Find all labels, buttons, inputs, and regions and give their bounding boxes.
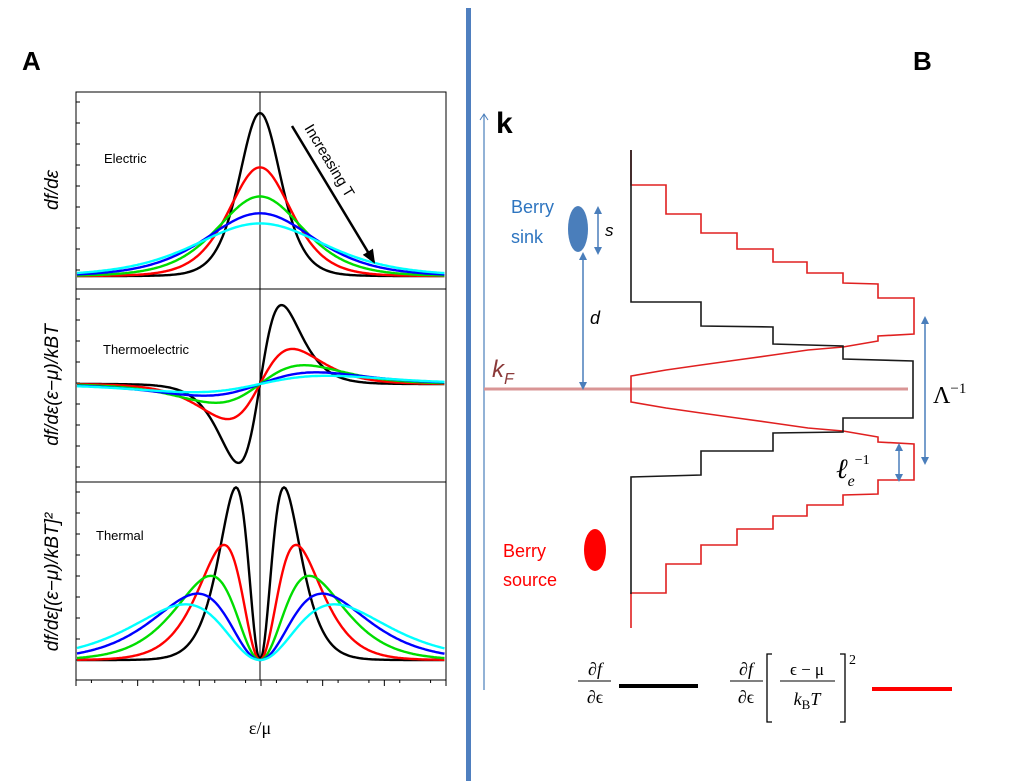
curves (76, 111, 445, 663)
legend-exp: 2 (849, 653, 856, 668)
curve-thermal (76, 574, 445, 662)
panel-divider (466, 8, 471, 781)
legend-electric: ∂f ∂ϵ (578, 659, 698, 707)
curve-electric (76, 212, 445, 276)
increasing-t-arrow (290, 125, 376, 264)
curve-electric (76, 222, 445, 275)
electric-histogram-black (630, 150, 914, 594)
berry-source-label-1: Berry (503, 541, 546, 561)
curve-electric (77, 111, 445, 278)
curve-electric (76, 195, 445, 277)
s-label: s (605, 221, 614, 240)
curve-thermoelectric (76, 374, 445, 394)
panel-b-label: B (913, 46, 932, 76)
le-label: ℓe−1 (836, 453, 870, 490)
fermi-label: kF (492, 356, 515, 388)
thermal-histogram-red (630, 150, 915, 628)
panel-a-plots (75, 91, 447, 686)
legend-thermal-den: ∂ϵ (738, 687, 754, 707)
panel-a-label: A (22, 46, 41, 76)
curve-thermal (76, 603, 445, 662)
panel-title-electric: Electric (104, 151, 147, 166)
berry-sink (568, 206, 588, 252)
right-bracket (840, 653, 846, 723)
lambda-label: Λ−1 (933, 381, 966, 409)
legend-electric-den: ∂ϵ (587, 687, 603, 707)
ylabel-electric: df/dε (42, 169, 63, 210)
x-axis-label: ε/μ (249, 718, 271, 738)
berry-sink-label-1: Berry (511, 197, 554, 217)
legend-inner-den: kBT (794, 689, 823, 712)
legend-inner-num: ϵ − μ (790, 660, 824, 679)
berry-source (584, 529, 606, 571)
panel-title-thermal: Thermal (96, 528, 144, 543)
axis-ticks (75, 101, 447, 686)
ylabel-thermal: df/dε[(ε−μ)/kBT]² (42, 512, 63, 651)
curve-electric (77, 166, 445, 278)
berry-sink-label-2: sink (511, 227, 544, 247)
k-axis-label: k (496, 107, 513, 140)
curve-thermal (77, 543, 445, 662)
d-label: d (590, 308, 601, 328)
legend-thermal-num: ∂f (739, 659, 756, 679)
ylabel-thermoelectric: df/dε(ε−μ)/kBT (42, 323, 63, 446)
berry-source-label-2: source (503, 570, 557, 590)
curve-thermoelectric (77, 303, 445, 465)
legend-thermal: ∂f ∂ϵ ϵ − μ kBT 2 (730, 653, 952, 723)
legend-electric-num: ∂f (588, 659, 605, 679)
left-bracket (766, 653, 772, 723)
panel-title-thermoelectric: Thermoelectric (103, 342, 189, 357)
